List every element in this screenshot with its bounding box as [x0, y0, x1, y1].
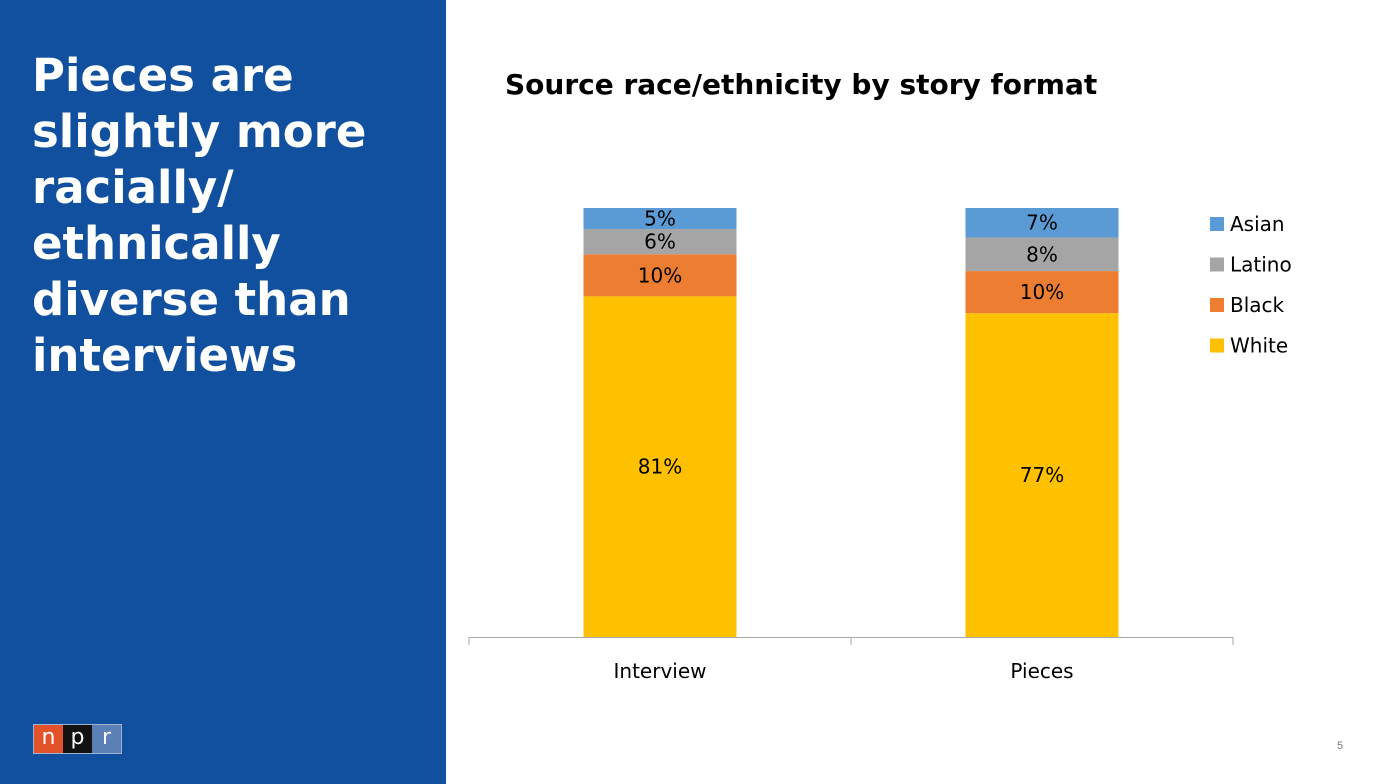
page-number: 5	[1337, 740, 1344, 752]
data-label-asian-pieces: 7%	[1026, 211, 1058, 235]
bar-segment-latino-interview	[583, 229, 737, 255]
category-label-interview: Interview	[614, 659, 707, 683]
legend-label-black: Black	[1230, 293, 1285, 317]
legend-swatch-asian	[1210, 217, 1224, 231]
data-label-latino-pieces: 8%	[1026, 242, 1058, 266]
bar-segment-black-pieces	[965, 271, 1119, 314]
slide-headline: Pieces are slightly more racially/ ethni…	[32, 49, 367, 382]
legend-label-asian: Asian	[1230, 212, 1285, 236]
bar-segment-white-interview	[583, 296, 737, 637]
bar-segment-black-interview	[583, 254, 737, 297]
data-label-asian-interview: 5%	[644, 207, 676, 231]
logo-letter-p: p	[63, 725, 92, 753]
bar-segment-white-pieces	[965, 313, 1119, 637]
category-label-pieces: Pieces	[1010, 659, 1073, 683]
logo-letter-n: n	[34, 725, 63, 753]
legend-label-latino: Latino	[1230, 253, 1292, 277]
data-label-white-interview: 81%	[638, 455, 682, 479]
bar-segment-asian-pieces	[965, 208, 1119, 238]
logo-letter-r: r	[92, 725, 121, 753]
bar-segment-asian-interview	[583, 208, 737, 230]
legend-swatch-black	[1210, 298, 1224, 312]
legend-label-white: White	[1230, 334, 1288, 358]
legend-swatch-latino	[1210, 257, 1224, 272]
data-label-white-pieces: 77%	[1020, 463, 1064, 487]
legend-swatch-white	[1210, 338, 1224, 353]
data-label-black-pieces: 10%	[1020, 280, 1064, 304]
chart-title: Source race/ethnicity by story format	[505, 68, 1098, 101]
npr-logo: n p r	[33, 724, 122, 754]
data-label-black-interview: 10%	[638, 263, 682, 287]
title-panel: Pieces are slightly more racially/ ethni…	[0, 0, 446, 784]
data-label-latino-interview: 6%	[644, 230, 676, 254]
bar-segment-latino-pieces	[965, 237, 1119, 272]
